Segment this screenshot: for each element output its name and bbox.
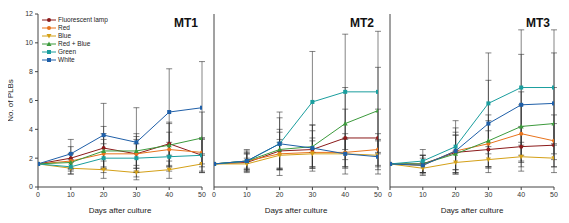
svg-text:20: 20: [276, 191, 284, 198]
svg-text:50: 50: [198, 191, 206, 198]
svg-text:0: 0: [388, 191, 392, 198]
html-text:Red + Blue: Red + Blue: [58, 40, 91, 47]
svg-text:No. of PLBs: No. of PLBs: [8, 79, 15, 122]
html-text:MT2: MT2: [350, 16, 374, 30]
svg-text:30: 30: [133, 191, 141, 198]
svg-text:8: 8: [29, 68, 33, 75]
svg-text:40: 40: [517, 191, 525, 198]
svg-text:0: 0: [36, 191, 40, 198]
html-text:MT3: MT3: [526, 16, 550, 30]
svg-text:20: 20: [100, 191, 108, 198]
svg-text:Days after culture: Days after culture: [441, 206, 504, 215]
svg-text:40: 40: [165, 191, 173, 198]
svg-text:20: 20: [452, 191, 460, 198]
svg-text:4: 4: [29, 126, 33, 133]
svg-text:6: 6: [29, 97, 33, 104]
html-text:Red: Red: [58, 24, 70, 31]
svg-text:10: 10: [25, 39, 33, 46]
svg-text:10: 10: [419, 191, 427, 198]
svg-text:50: 50: [374, 191, 382, 198]
html-text:Fluorescent lamp: Fluorescent lamp: [58, 16, 108, 23]
svg-text:30: 30: [485, 191, 493, 198]
html-text:Green: Green: [58, 48, 77, 55]
svg-text:Days after culture: Days after culture: [265, 206, 328, 215]
svg-text:Days after culture: Days after culture: [89, 206, 152, 215]
svg-text:30: 30: [309, 191, 317, 198]
svg-text:10: 10: [67, 191, 75, 198]
svg-text:0: 0: [29, 183, 33, 190]
svg-text:10: 10: [243, 191, 251, 198]
svg-text:12: 12: [25, 10, 33, 17]
html-text:MT1: MT1: [174, 16, 198, 30]
svg-text:50: 50: [550, 191, 558, 198]
html-text:White: White: [58, 56, 75, 63]
svg-text:0: 0: [212, 191, 216, 198]
html-text:Blue: Blue: [58, 32, 71, 39]
svg-text:40: 40: [341, 191, 349, 198]
svg-text:2: 2: [29, 155, 33, 162]
